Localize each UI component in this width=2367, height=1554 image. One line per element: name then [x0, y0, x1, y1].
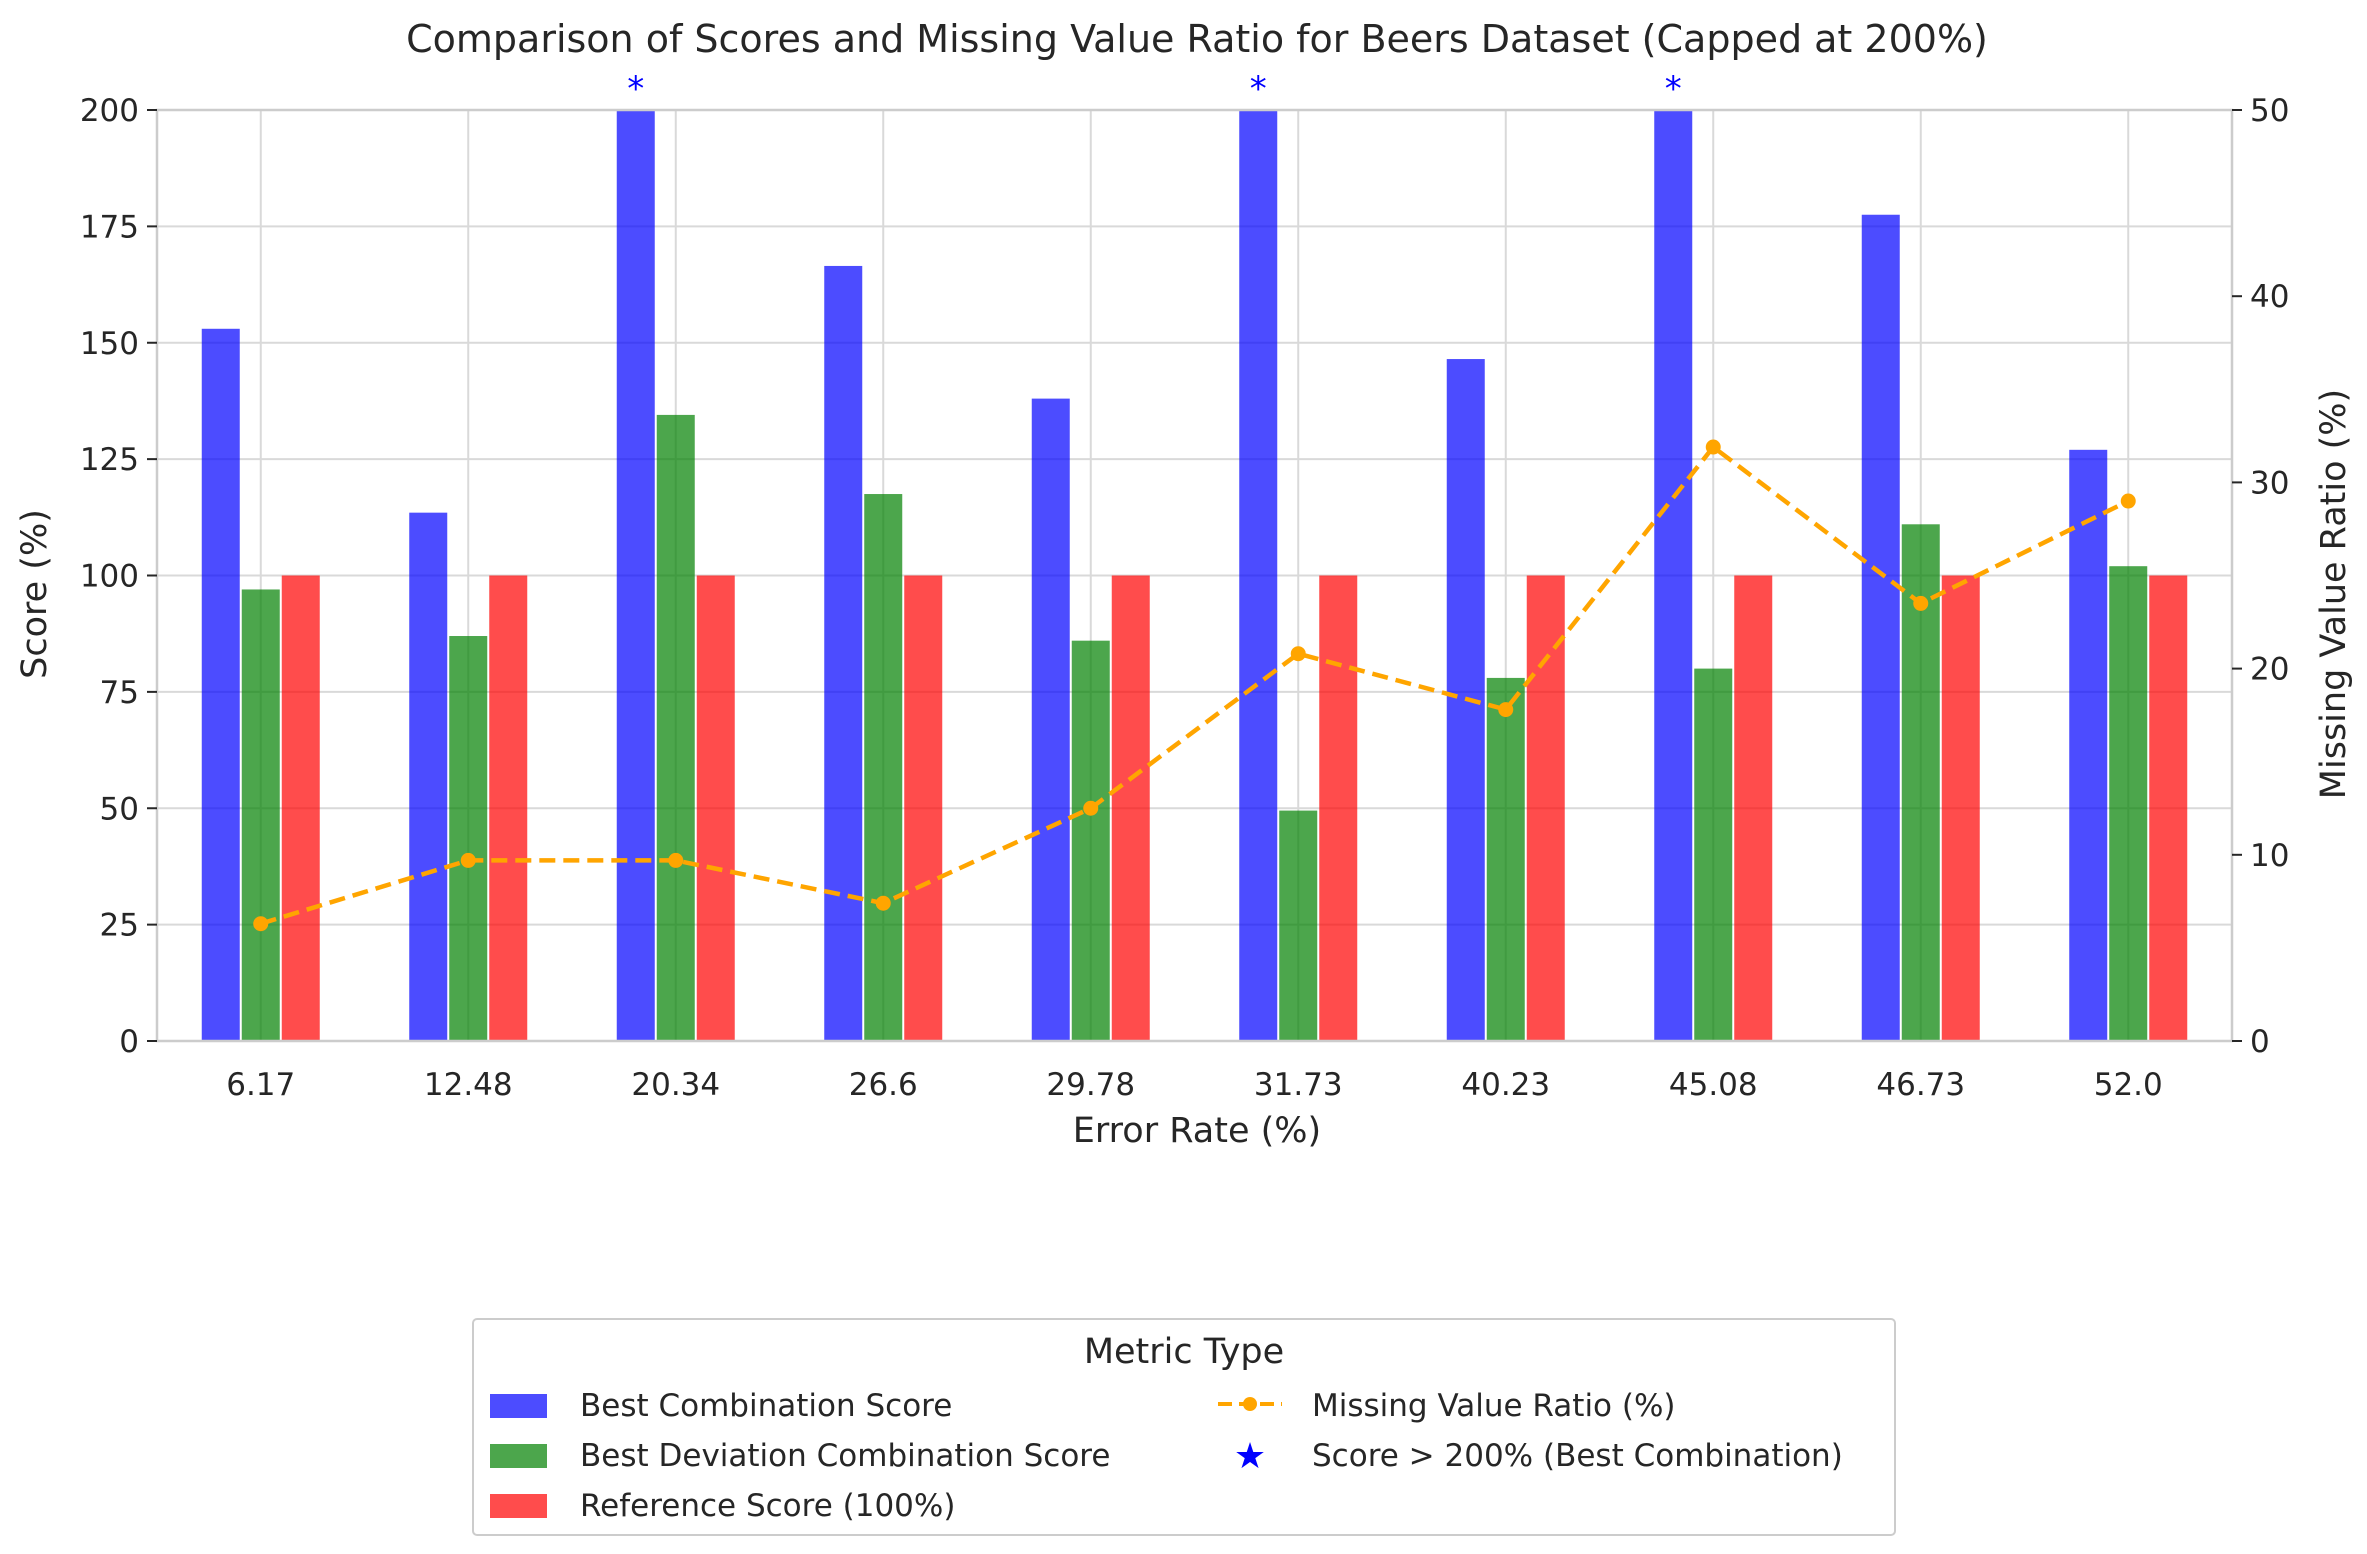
x-tick-label: 52.0: [2094, 1067, 2163, 1103]
x-axis-label: Error Rate (%): [1073, 1111, 1321, 1151]
bar: [1526, 575, 1565, 1041]
bar: [1694, 668, 1733, 1041]
x-tick-label: 26.6: [849, 1067, 918, 1103]
bar: [1486, 677, 1525, 1041]
bar: [1734, 575, 1773, 1041]
bar: [2069, 449, 2108, 1041]
bar: [201, 328, 240, 1041]
legend-swatch-reference: [490, 1494, 547, 1518]
capped-marker: *: [1665, 69, 1682, 109]
missing-ratio-point: [1913, 595, 1929, 611]
missing-ratio-point: [460, 852, 476, 868]
x-tick-label: 40.23: [1461, 1067, 1550, 1103]
y2-tick-label: 40: [2250, 279, 2289, 315]
missing-ratio-point: [1083, 800, 1099, 816]
bar: [2149, 575, 2188, 1041]
legend-label-deviation: Best Deviation Combination Score: [580, 1438, 1110, 1474]
y-tick-label: 175: [80, 209, 139, 245]
legend-label-missing: Missing Value Ratio (%): [1312, 1388, 1676, 1424]
capped-marker: *: [627, 69, 644, 109]
y-tick-label: 75: [100, 675, 139, 711]
bar: [824, 265, 863, 1041]
missing-ratio-polyline: [260, 443, 2130, 926]
bar: [241, 589, 280, 1041]
x-tick-label: 46.73: [1876, 1067, 1965, 1103]
missing-ratio-point: [1498, 702, 1514, 718]
bar: [864, 494, 903, 1042]
bars: * * *: [201, 69, 2188, 1042]
missing-ratio-point: [668, 852, 684, 868]
legend-swatch-deviation: [490, 1444, 547, 1468]
x-tick-label: 29.78: [1046, 1067, 1135, 1103]
missing-ratio-line: [253, 439, 2136, 932]
x-tick-label: 12.48: [424, 1067, 513, 1103]
x-tick-label: 20.34: [631, 1067, 720, 1103]
bar: [1319, 575, 1358, 1041]
y-tick-label: 100: [80, 559, 139, 595]
x-tick-label: 6.17: [226, 1067, 295, 1103]
bar: [281, 575, 320, 1041]
x-tick-label: 31.73: [1254, 1067, 1343, 1103]
legend-label-best: Best Combination Score: [580, 1388, 952, 1424]
legend-box: [472, 1318, 1896, 1536]
y2-tick-label: 20: [2250, 652, 2289, 688]
capped-marker: *: [1250, 69, 1267, 109]
y2-tick-label: 0: [2250, 1024, 2270, 1060]
y2-tick-label: 50: [2250, 93, 2289, 129]
bar: [409, 512, 448, 1041]
legend-marker-missing: [1243, 1397, 1257, 1411]
missing-ratio-point: [875, 895, 891, 911]
ticks: 0 25 50 75 100 125 150 175 200 0 10 20 30 40 50 6.17 12.…: [80, 93, 2290, 1103]
y-tick-label: 50: [100, 791, 139, 827]
y2-axis-label: Missing Value Ratio (%): [2314, 389, 2354, 799]
chart-title: Comparison of Scores and Missing Value R…: [406, 17, 1988, 61]
y-tick-label: 200: [80, 93, 139, 129]
missing-ratio-point: [1705, 439, 1721, 455]
y2-tick-label: 10: [2250, 838, 2289, 874]
bar: [489, 575, 528, 1041]
y-axis-label: Score (%): [15, 509, 55, 679]
bar: [1111, 575, 1150, 1041]
missing-ratio-point: [253, 916, 269, 932]
x-tick-label: 45.08: [1669, 1067, 1758, 1103]
legend-label-capped: Score > 200% (Best Combination): [1312, 1438, 1843, 1474]
legend-star-icon: ★: [1234, 1436, 1266, 1477]
missing-ratio-point: [2120, 493, 2136, 509]
bar: [1071, 640, 1110, 1041]
y-tick-label: 150: [80, 326, 139, 362]
y-tick-label: 25: [100, 908, 139, 944]
bar: [656, 414, 695, 1042]
bar: [696, 575, 735, 1041]
legend-label-reference: Reference Score (100%): [580, 1488, 955, 1524]
legend-title: Metric Type: [1084, 1332, 1284, 1372]
y-tick-label: 125: [80, 442, 139, 478]
legend: Metric Type Best Combination Score Best …: [472, 1318, 1896, 1536]
legend-swatch-best: [490, 1394, 547, 1418]
bar: [616, 110, 655, 1041]
bar: [1861, 214, 1900, 1042]
y2-tick-label: 30: [2250, 465, 2289, 501]
bar: [1239, 110, 1278, 1041]
y-tick-label: 0: [119, 1024, 139, 1060]
bar: [1654, 110, 1693, 1041]
bar: [2109, 566, 2148, 1041]
bar: [1941, 575, 1980, 1041]
bar: [904, 575, 943, 1041]
bar: [1031, 398, 1070, 1041]
missing-ratio-point: [1290, 646, 1306, 662]
bar: [449, 636, 488, 1041]
bar: [1279, 810, 1318, 1041]
